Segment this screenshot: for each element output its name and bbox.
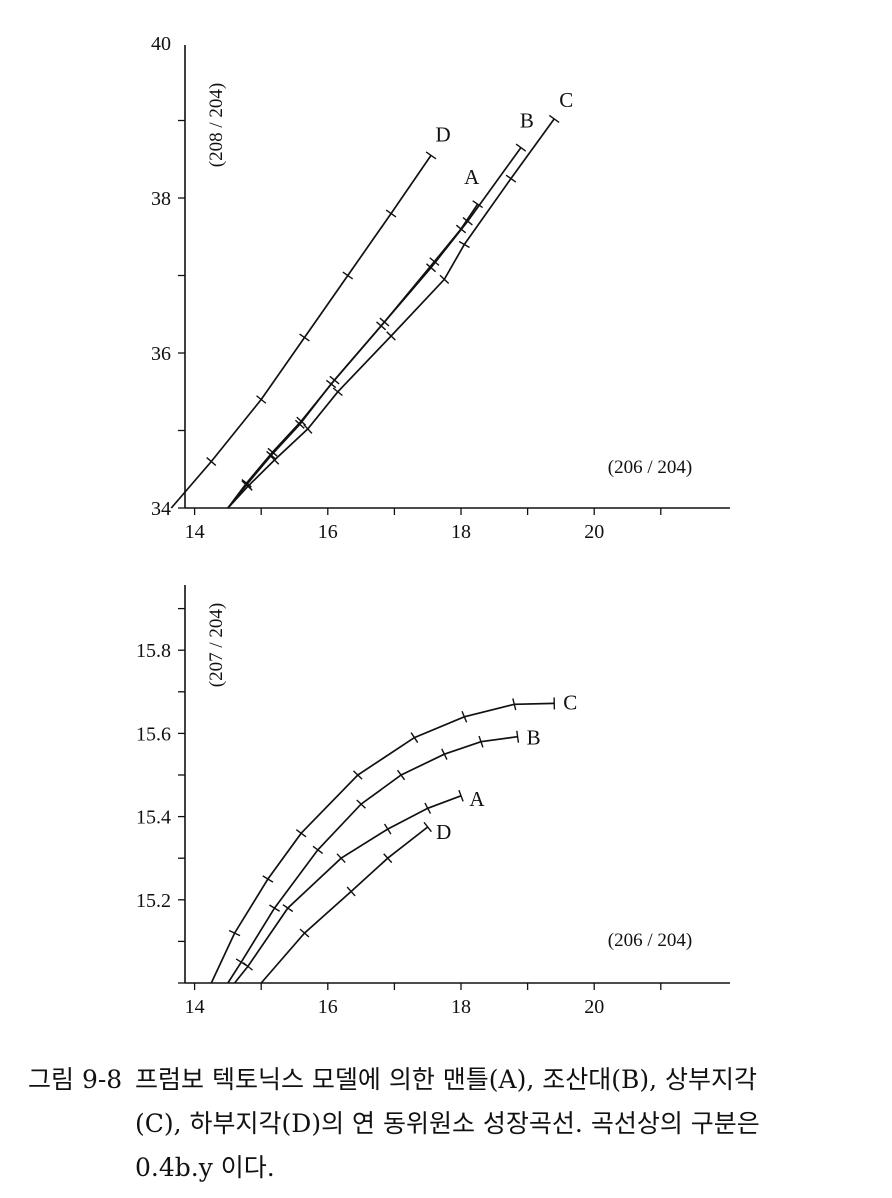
series-point-B bbox=[478, 735, 484, 748]
x-tick-label: 18 bbox=[451, 996, 471, 1018]
y-tick-label: 15.2 bbox=[136, 890, 171, 912]
series-point-C bbox=[386, 331, 396, 341]
x-tick-label: 16 bbox=[318, 996, 338, 1018]
series-point-C bbox=[332, 387, 343, 397]
series-point-C bbox=[262, 875, 274, 883]
series-label-A: A bbox=[464, 165, 480, 189]
series-point-A bbox=[242, 962, 254, 971]
series-point-B bbox=[441, 748, 448, 760]
caption-line-2: (C), 하부지각(D)의 연 동위원소 성장곡선. 곡선상의 구분은 bbox=[135, 1109, 760, 1138]
caption-line-3: 0.4b.y 이다. bbox=[135, 1153, 275, 1182]
series-point-B bbox=[269, 904, 280, 912]
y-axis-label: (207 / 204) bbox=[206, 603, 227, 687]
x-axis-label: (206 / 204) bbox=[608, 930, 692, 951]
series-label-D: D bbox=[435, 122, 450, 146]
series-point-B bbox=[462, 216, 473, 226]
series-point-C bbox=[303, 424, 313, 434]
x-tick-label: 18 bbox=[451, 521, 471, 543]
series-point-B bbox=[426, 263, 437, 273]
series-point-C bbox=[410, 732, 419, 743]
y-tick-label: 34 bbox=[151, 498, 171, 520]
chart-bottom-207-204: 14 16 18 20 15.2 15.4 15.6 15.8 (207 / 204) (206 … bbox=[136, 585, 730, 1018]
series-point-A bbox=[472, 200, 484, 209]
y-tick-label: 38 bbox=[151, 188, 171, 210]
series-point-C bbox=[352, 770, 363, 780]
series-point-D bbox=[346, 886, 356, 897]
series-point-B bbox=[325, 379, 337, 389]
series-point-D bbox=[385, 209, 397, 218]
series-point-A bbox=[383, 823, 392, 835]
series-point-D bbox=[206, 457, 217, 466]
caption-line-1: 프럼보 텍토닉스 모델에 의한 맨틀(A), 조산대(B), 상부지각 bbox=[135, 1065, 758, 1094]
series-point-A bbox=[458, 789, 464, 802]
series-point-C bbox=[242, 481, 253, 491]
series-line-B bbox=[227, 735, 518, 984]
series-point-D bbox=[299, 333, 310, 342]
x-tick-label: 14 bbox=[185, 996, 205, 1018]
series-label-D: D bbox=[436, 820, 451, 844]
series-point-A bbox=[429, 257, 440, 266]
series-point-B bbox=[312, 845, 324, 855]
y-tick-label: 40 bbox=[151, 33, 171, 55]
series-label-B: B bbox=[527, 726, 541, 750]
y-tick-label: 15.4 bbox=[136, 807, 171, 829]
series-line-C bbox=[210, 702, 555, 984]
series-point-D bbox=[425, 151, 437, 160]
series-point-D bbox=[423, 821, 432, 833]
series-point-B bbox=[376, 321, 387, 331]
y-tick-label: 15.6 bbox=[136, 723, 171, 745]
x-tick-label: 16 bbox=[318, 521, 338, 543]
series-line-D bbox=[260, 826, 429, 984]
x-tick-label: 20 bbox=[584, 996, 604, 1018]
series-point-A bbox=[267, 447, 278, 457]
series-point-B bbox=[356, 799, 366, 809]
series-point-D bbox=[342, 271, 354, 280]
x-axis-label: (206 / 204) bbox=[608, 457, 692, 478]
series-point-C bbox=[269, 455, 280, 465]
series-point-C bbox=[512, 698, 517, 711]
y-tick-label: 15.8 bbox=[136, 640, 171, 662]
series-point-C bbox=[458, 240, 470, 249]
series-point-C bbox=[228, 929, 241, 937]
series-point-A bbox=[424, 802, 432, 814]
series-point-C bbox=[439, 274, 450, 284]
series-point-D bbox=[256, 395, 267, 404]
series-point-D bbox=[299, 928, 310, 938]
series-point-A bbox=[336, 853, 346, 864]
y-tick-label: 36 bbox=[151, 343, 171, 365]
series-line-C bbox=[227, 118, 555, 509]
series-line-D bbox=[170, 154, 432, 509]
x-tick-label: 20 bbox=[584, 521, 604, 543]
series-line-A bbox=[233, 795, 462, 984]
series-point-D bbox=[383, 853, 393, 864]
figure-caption: 그림 9-8 프럼보 텍토닉스 모델에 의한 맨틀(A), 조산대(B), 상부… bbox=[28, 1058, 868, 1190]
series-label-B: B bbox=[520, 109, 534, 133]
series-label-C: C bbox=[559, 88, 573, 112]
series-point-C bbox=[505, 174, 517, 183]
series-point-A bbox=[282, 904, 294, 913]
series-point-B bbox=[396, 769, 406, 781]
series-point-C bbox=[461, 710, 468, 723]
series-point-B bbox=[515, 143, 527, 152]
series-point-C bbox=[548, 114, 560, 124]
series-line-B bbox=[227, 147, 522, 509]
series-point-B bbox=[294, 419, 305, 429]
series-label-A: A bbox=[469, 787, 485, 811]
series-point-B bbox=[516, 730, 520, 743]
chart-top-208-204: 14 16 18 20 34 36 38 40 (208 / 204) (206 / 204) DA… bbox=[151, 33, 730, 543]
series-point-C bbox=[295, 829, 307, 838]
series-label-C: C bbox=[563, 690, 577, 714]
caption-label: 그림 9-8 bbox=[28, 1065, 123, 1094]
x-tick-label: 14 bbox=[185, 521, 205, 543]
series-point-B bbox=[266, 450, 277, 460]
y-axis-label: (208 / 204) bbox=[206, 83, 227, 167]
